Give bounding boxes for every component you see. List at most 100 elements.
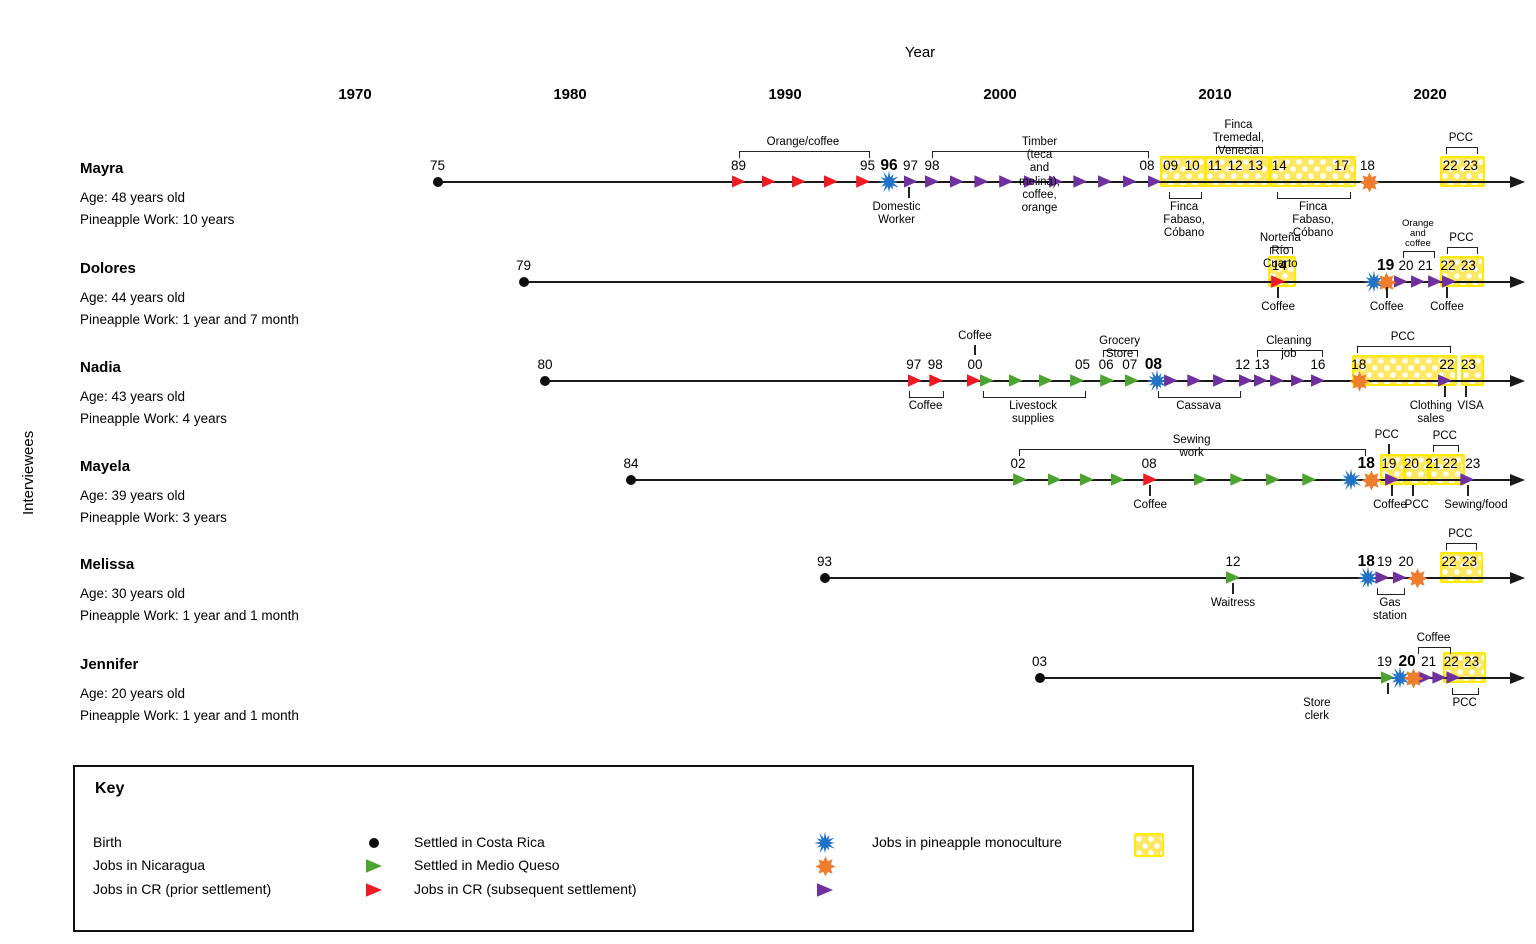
- year-label: 18: [1357, 553, 1375, 570]
- year-label: 23: [1460, 258, 1476, 273]
- range-bracket: [1215, 147, 1263, 154]
- range-bracket: [982, 391, 1086, 398]
- range-bracket: [1168, 192, 1202, 199]
- year-label: 10: [1184, 158, 1200, 173]
- year-label: 22: [1440, 258, 1456, 273]
- pointer-label: Coffee: [958, 330, 992, 342]
- x-axis-title: Year: [904, 44, 936, 61]
- year-label: 18: [1359, 158, 1375, 173]
- pineapple-settled-cr-star-icon: [1362, 270, 1386, 299]
- red-triangle-icon: [823, 175, 838, 188]
- interviewee-pineapple-work: Pineapple Work: 3 years: [80, 510, 227, 525]
- settled-medio-queso-star-icon: [1361, 470, 1382, 496]
- pineapple-period-box: [1440, 256, 1485, 287]
- year-label: 89: [730, 158, 747, 173]
- pineapple-period-box: [1269, 156, 1357, 187]
- range-bracket: [738, 151, 870, 158]
- bracket-label: Finca Tremedal, Venecia: [1212, 119, 1265, 158]
- legend-label: Jobs in CR (subsequent settlement): [414, 881, 637, 897]
- bracket-label: PCC: [1448, 132, 1474, 144]
- green-triangle-icon: [1070, 374, 1085, 387]
- birth-year-label: 75: [429, 158, 446, 173]
- interviewee-name: Jennifer: [80, 656, 139, 673]
- purple-triangle-icon: [1122, 175, 1137, 188]
- bracket-label: Cleaning job: [1266, 335, 1312, 361]
- year-label: 97: [906, 357, 922, 372]
- pineapple-period-box: [1428, 454, 1465, 485]
- year-label: 18: [1351, 357, 1367, 372]
- green-triangle-icon: [1008, 374, 1023, 387]
- interviewee-name: Dolores: [80, 260, 136, 277]
- purple-triangle-icon: [1410, 275, 1425, 288]
- interviewee-name: Mayela: [80, 458, 131, 475]
- interviewee-age: Age: 48 years old: [80, 190, 186, 205]
- timeline-line: [545, 380, 1512, 382]
- pointer-dash: [908, 187, 911, 198]
- year-label: 98: [927, 357, 943, 372]
- interviewee-age: Age: 20 years old: [80, 686, 186, 701]
- legend-label: Birth: [93, 834, 122, 850]
- pineapple-period-box: [1159, 156, 1206, 187]
- timeline-line: [631, 479, 1512, 481]
- year-label: 23: [1464, 654, 1480, 669]
- arrowhead-icon: [1510, 375, 1525, 387]
- bracket-label: Orange/coffee: [766, 136, 840, 148]
- x-tick-label: 2010: [1198, 86, 1232, 103]
- year-label: 13: [1248, 158, 1264, 173]
- year-label: 96: [880, 157, 898, 174]
- red-triangle-icon: [966, 374, 981, 387]
- legend-box: Key Birth Settled in Costa Rica Jobs in pi…: [73, 765, 1194, 932]
- x-tick-label: 2000: [983, 86, 1017, 103]
- year-label: 17: [1334, 158, 1350, 173]
- pineapple-settled-cr-star-icon: [1145, 369, 1169, 398]
- green-triangle-icon: [1193, 473, 1208, 486]
- pointer-label: Store clerk: [1303, 697, 1331, 723]
- x-tick-label: 1970: [338, 86, 372, 103]
- purple-triangle-icon: [817, 883, 833, 897]
- year-label: 20: [1398, 258, 1414, 273]
- green-triangle-icon: [1047, 473, 1062, 486]
- year-label: 95: [859, 158, 876, 173]
- interviewee-age: Age: 39 years old: [80, 488, 186, 503]
- year-label: 19: [1377, 257, 1395, 274]
- birth-year-label: 03: [1031, 654, 1048, 669]
- arrowhead-icon: [1510, 276, 1525, 288]
- purple-triangle-icon: [903, 175, 918, 188]
- year-label: 19: [1377, 654, 1393, 669]
- purple-triangle-icon: [1290, 374, 1305, 387]
- range-bracket: [1445, 147, 1478, 154]
- pineapple-period-box: [1460, 355, 1485, 386]
- arrowhead-icon: [1510, 474, 1525, 486]
- green-triangle-icon: [1124, 374, 1139, 387]
- purple-triangle-icon: [1073, 175, 1088, 188]
- bracket-label: Cassava: [1176, 400, 1221, 412]
- pointer-dash: [1385, 287, 1388, 298]
- range-bracket: [1256, 350, 1324, 357]
- bracket-label: Sewing work: [1172, 434, 1211, 460]
- interviewee-pineapple-work: Pineapple Work: 4 years: [80, 411, 227, 426]
- range-bracket: [1157, 391, 1242, 398]
- purple-triangle-icon: [1270, 374, 1285, 387]
- interviewee-name: Mayra: [80, 160, 124, 177]
- green-triangle-icon: [366, 859, 382, 873]
- range-bracket: [1445, 543, 1477, 550]
- pointer-dash: [1411, 485, 1414, 496]
- interviewee-age: Age: 43 years old: [80, 389, 186, 404]
- birth-dot-marker: [626, 475, 636, 485]
- year-label: 21: [1421, 654, 1437, 669]
- year-label: 23: [1460, 357, 1476, 372]
- birth-dot-marker: [518, 277, 529, 287]
- year-label: 19: [1381, 456, 1397, 471]
- year-label: 21: [1425, 456, 1441, 471]
- settled-medio-queso-star-icon: [1359, 172, 1380, 198]
- settled-medio-queso-star-icon: [1376, 272, 1397, 298]
- pointer-label: Waitress: [1210, 597, 1256, 609]
- arrowhead-icon: [1510, 672, 1525, 684]
- year-label: 20: [1403, 456, 1419, 471]
- green-triangle-icon: [1302, 473, 1317, 486]
- pineapple-period-box: [1440, 156, 1486, 187]
- x-tick-label: 1990: [768, 86, 802, 103]
- year-label: 02: [1010, 456, 1026, 471]
- bracket-label: Finca Fabaso, Cóbano: [1163, 201, 1205, 240]
- birth-year-label: 93: [816, 554, 833, 569]
